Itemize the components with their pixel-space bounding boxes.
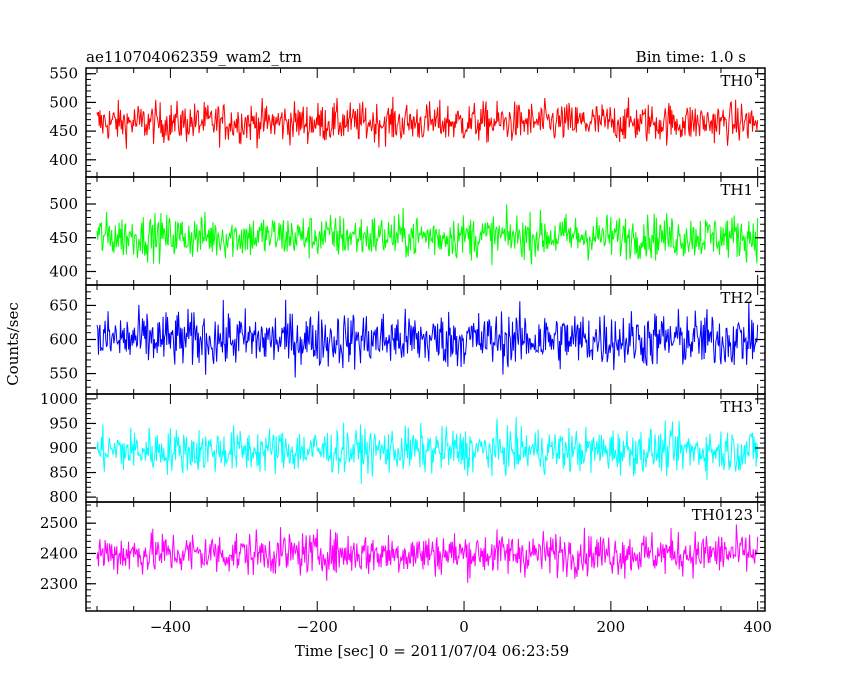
x-tick-label: 200 (597, 618, 626, 636)
series-line-th0 (96, 96, 759, 149)
y-tick-label: 450 (49, 122, 78, 140)
y-tick-label: 500 (49, 93, 78, 111)
panel-name-label: TH2 (720, 289, 753, 307)
y-tick-label: 450 (49, 229, 78, 247)
panel-name-label: TH3 (720, 398, 753, 416)
y-tick-label: 550 (49, 365, 78, 383)
y-tick-label: 600 (49, 331, 78, 349)
y-tick-label: 800 (49, 488, 78, 506)
panel-th2: 550 600 650 TH2 (49, 284, 766, 395)
y-tick-label: 650 (49, 296, 78, 314)
panel-frame (85, 501, 766, 612)
panel-name-label: TH1 (720, 181, 753, 199)
y-axis-label: Counts/sec (4, 302, 22, 386)
panel-th0: 400 450 500 550 TH0 (49, 65, 766, 178)
y-tick-label: 900 (49, 439, 78, 457)
x-tick-label: −400 (150, 618, 191, 636)
bin-time-label: Bin time: 1.0 s (636, 48, 746, 66)
panel-frame (85, 176, 766, 286)
series-line-th0123 (96, 524, 759, 583)
y-tick-label: 850 (49, 464, 78, 482)
panel-th3: 800 850 900 950 1000 TH3 (40, 390, 766, 506)
series-line-th2 (96, 299, 759, 378)
panel-name-label: TH0 (720, 72, 753, 90)
x-tick-label: 0 (459, 618, 469, 636)
panels-group: 400 450 500 550 TH0 400 450 500 TH1 550 600 650 TH2 8… (40, 65, 766, 612)
y-tick-label: 500 (49, 195, 78, 213)
panel-th1: 400 450 500 TH1 (49, 176, 766, 286)
y-tick-label: 400 (49, 263, 78, 281)
x-axis-label: Time [sec] 0 = 2011/07/04 06:23:59 (295, 642, 569, 660)
chart-title: ae110704062359_wam2_trn (86, 48, 302, 66)
y-tick-label: 2300 (40, 575, 78, 593)
series-line-th1 (96, 204, 759, 266)
y-tick-label: 550 (49, 65, 78, 83)
y-tick-label: 2500 (40, 514, 78, 532)
x-axis: −400 −200 0 200 400 (150, 618, 772, 636)
x-tick-label: 400 (743, 618, 772, 636)
panel-name-label: TH0123 (692, 506, 753, 524)
x-tick-label: −200 (297, 618, 338, 636)
panel-th0123: 2300 2400 2500 TH0123 (40, 501, 766, 612)
series-line-th3 (96, 417, 759, 485)
y-tick-label: 950 (49, 414, 78, 432)
y-tick-label: 1000 (40, 390, 78, 408)
y-tick-label: 2400 (40, 544, 78, 562)
y-tick-label: 400 (49, 151, 78, 169)
